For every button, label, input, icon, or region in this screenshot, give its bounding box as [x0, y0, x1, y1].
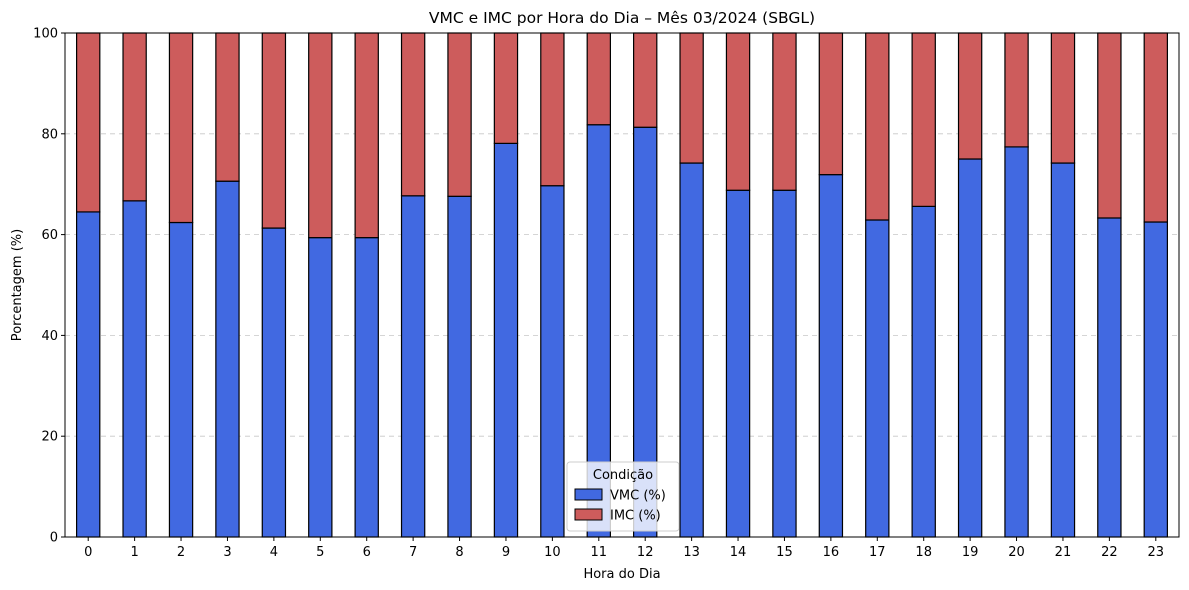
x-tick-label: 12 [637, 545, 654, 560]
bar-vmc-hour-17 [865, 219, 890, 538]
x-axis-title: Hora do Dia [583, 567, 660, 582]
bar-imc-hour-15 [772, 32, 797, 191]
y-axis-ticks: 0 20 40 60 80 100 [33, 27, 65, 546]
bar-imc-hour-5 [308, 32, 333, 239]
bar-imc-hour-23 [1143, 32, 1168, 223]
bar-imc-hour-20 [1004, 32, 1029, 148]
legend-title: Condição [593, 468, 653, 483]
bar-vmc-hour-8 [447, 195, 472, 538]
x-tick-label: 3 [223, 545, 231, 560]
x-tick-label: 6 [363, 545, 371, 560]
bar-imc-hour-19 [957, 32, 983, 160]
bar-imc-hour-11 [586, 32, 611, 126]
bar-vmc-hour-16 [818, 174, 844, 538]
bar-imc-hour-14 [725, 32, 751, 191]
bar-imc-hour-13 [679, 32, 704, 164]
bar-vmc-hour-14 [725, 189, 751, 538]
chart-title: VMC e IMC por Hora do Dia – Mês 03/2024 … [429, 9, 815, 27]
x-tick-label: 18 [915, 545, 932, 560]
x-tick-label: 4 [270, 545, 278, 560]
x-axis-ticks: 0 1 2 3 4 5 6 7 8 9 10 11 12 13 14 15 16 17 18 19 20 21 22 23 [84, 537, 1164, 560]
bar-vmc-hour-13 [679, 162, 704, 538]
y-tick-label: 60 [41, 228, 58, 243]
y-tick-label: 100 [33, 27, 58, 42]
bar-imc-hour-4 [261, 32, 287, 229]
bar-imc-hour-0 [76, 32, 101, 213]
bar-vmc-hour-18 [911, 205, 936, 538]
bar-vmc-hour-20 [1004, 146, 1029, 538]
bar-imc-hour-21 [1050, 32, 1076, 164]
bar-imc-hour-2 [168, 32, 194, 224]
bar-imc-hour-10 [540, 32, 565, 187]
x-tick-label: 22 [1101, 545, 1118, 560]
y-tick-label: 80 [41, 127, 58, 142]
bar-vmc-hour-6 [354, 237, 379, 538]
y-tick-label: 20 [41, 430, 58, 445]
y-tick-label: 0 [50, 531, 58, 546]
bar-vmc-hour-21 [1050, 162, 1076, 538]
x-tick-label: 7 [409, 545, 417, 560]
bar-vmc-hour-0 [76, 211, 101, 538]
bar-vmc-hour-5 [308, 237, 333, 538]
bar-imc-hour-18 [911, 32, 936, 207]
x-tick-label: 14 [730, 545, 747, 560]
bar-vmc-hour-23 [1143, 221, 1168, 538]
bar-imc-hour-9 [493, 32, 519, 144]
plot-frame [64, 32, 1180, 538]
bar-vmc-hour-15 [772, 189, 797, 538]
y-axis-title: Porcentagem (%) [10, 229, 25, 341]
bar-vmc-hour-10 [540, 185, 565, 538]
bar-imc-hour-17 [865, 32, 890, 221]
bar-vmc-hour-19 [957, 158, 983, 538]
x-tick-label: 16 [823, 545, 840, 560]
bar-vmc-hour-1 [122, 200, 147, 538]
x-tick-label: 10 [544, 545, 561, 560]
bar-vmc-hour-7 [400, 195, 426, 538]
bar-vmc-hour-22 [1097, 217, 1122, 538]
x-tick-label: 2 [177, 545, 185, 560]
bar-vmc-hour-9 [493, 142, 519, 538]
bar-vmc-hour-3 [215, 180, 240, 538]
gridlines [65, 133, 1179, 437]
x-tick-label: 23 [1148, 545, 1165, 560]
bar-imc-hour-7 [400, 32, 426, 197]
x-tick-label: 11 [591, 545, 608, 560]
bar-imc-hour-16 [818, 32, 844, 176]
bar-imc-hour-8 [447, 32, 472, 197]
x-tick-label: 1 [130, 545, 138, 560]
legend-swatch-imc [574, 508, 603, 521]
x-tick-label: 8 [455, 545, 463, 560]
x-tick-label: 15 [776, 545, 793, 560]
bar-imc-hour-3 [215, 32, 240, 182]
legend-items: VMC (%) IMC (%) [574, 488, 666, 524]
x-tick-label: 5 [316, 545, 324, 560]
legend: Condição VMC (%) IMC (%) [566, 461, 680, 532]
bars [76, 32, 1168, 538]
x-tick-label: 17 [869, 545, 886, 560]
x-tick-label: 0 [84, 545, 92, 560]
legend-label-imc: IMC (%) [610, 509, 661, 524]
y-tick-label: 40 [41, 329, 58, 344]
bar-imc-hour-12 [633, 32, 658, 128]
bar-imc-hour-1 [122, 32, 147, 202]
x-tick-label: 20 [1008, 545, 1025, 560]
x-tick-label: 21 [1055, 545, 1072, 560]
legend-swatch-vmc [574, 488, 603, 501]
bar-imc-hour-6 [354, 32, 379, 239]
x-tick-label: 19 [962, 545, 979, 560]
x-tick-label: 13 [683, 545, 700, 560]
x-tick-label: 9 [502, 545, 510, 560]
bar-imc-hour-22 [1097, 32, 1122, 219]
legend-label-vmc: VMC (%) [610, 489, 666, 504]
bar-vmc-hour-2 [168, 221, 194, 538]
bar-vmc-hour-4 [261, 227, 287, 538]
